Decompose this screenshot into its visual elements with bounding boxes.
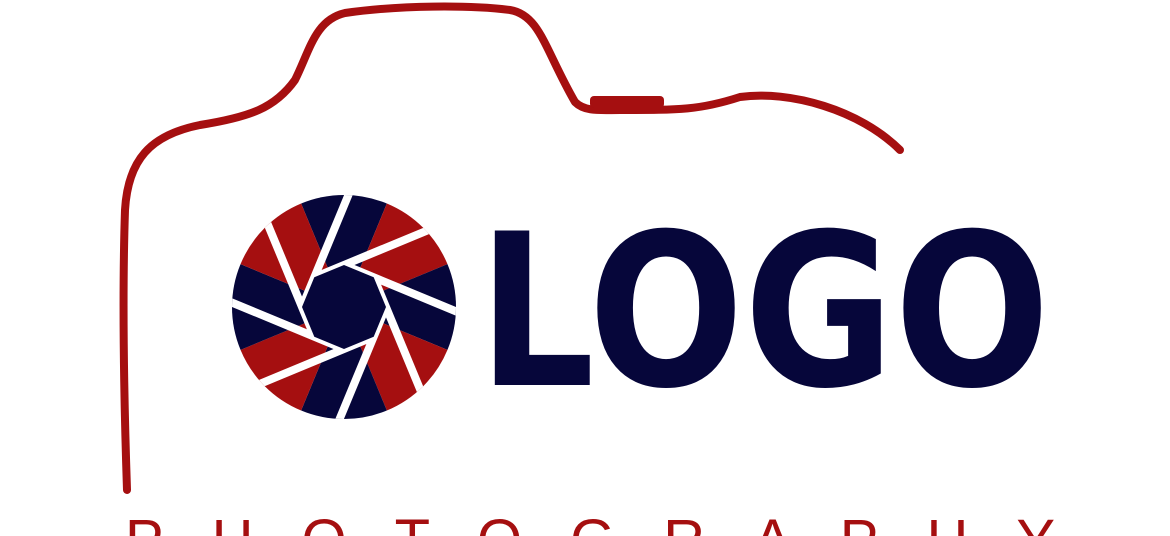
aperture-blade (301, 307, 387, 419)
aperture-blade (344, 264, 456, 350)
aperture-blade (232, 264, 344, 350)
blade-gap (312, 197, 456, 281)
aperture (232, 195, 456, 419)
camera-button (590, 96, 664, 108)
aperture-blade (301, 195, 387, 307)
tagline: PHOTOGRAPHY (125, 508, 1055, 536)
logo-word: LOGO (478, 188, 1050, 435)
aperture-center (302, 265, 386, 349)
camera-outline (119, 2, 904, 494)
